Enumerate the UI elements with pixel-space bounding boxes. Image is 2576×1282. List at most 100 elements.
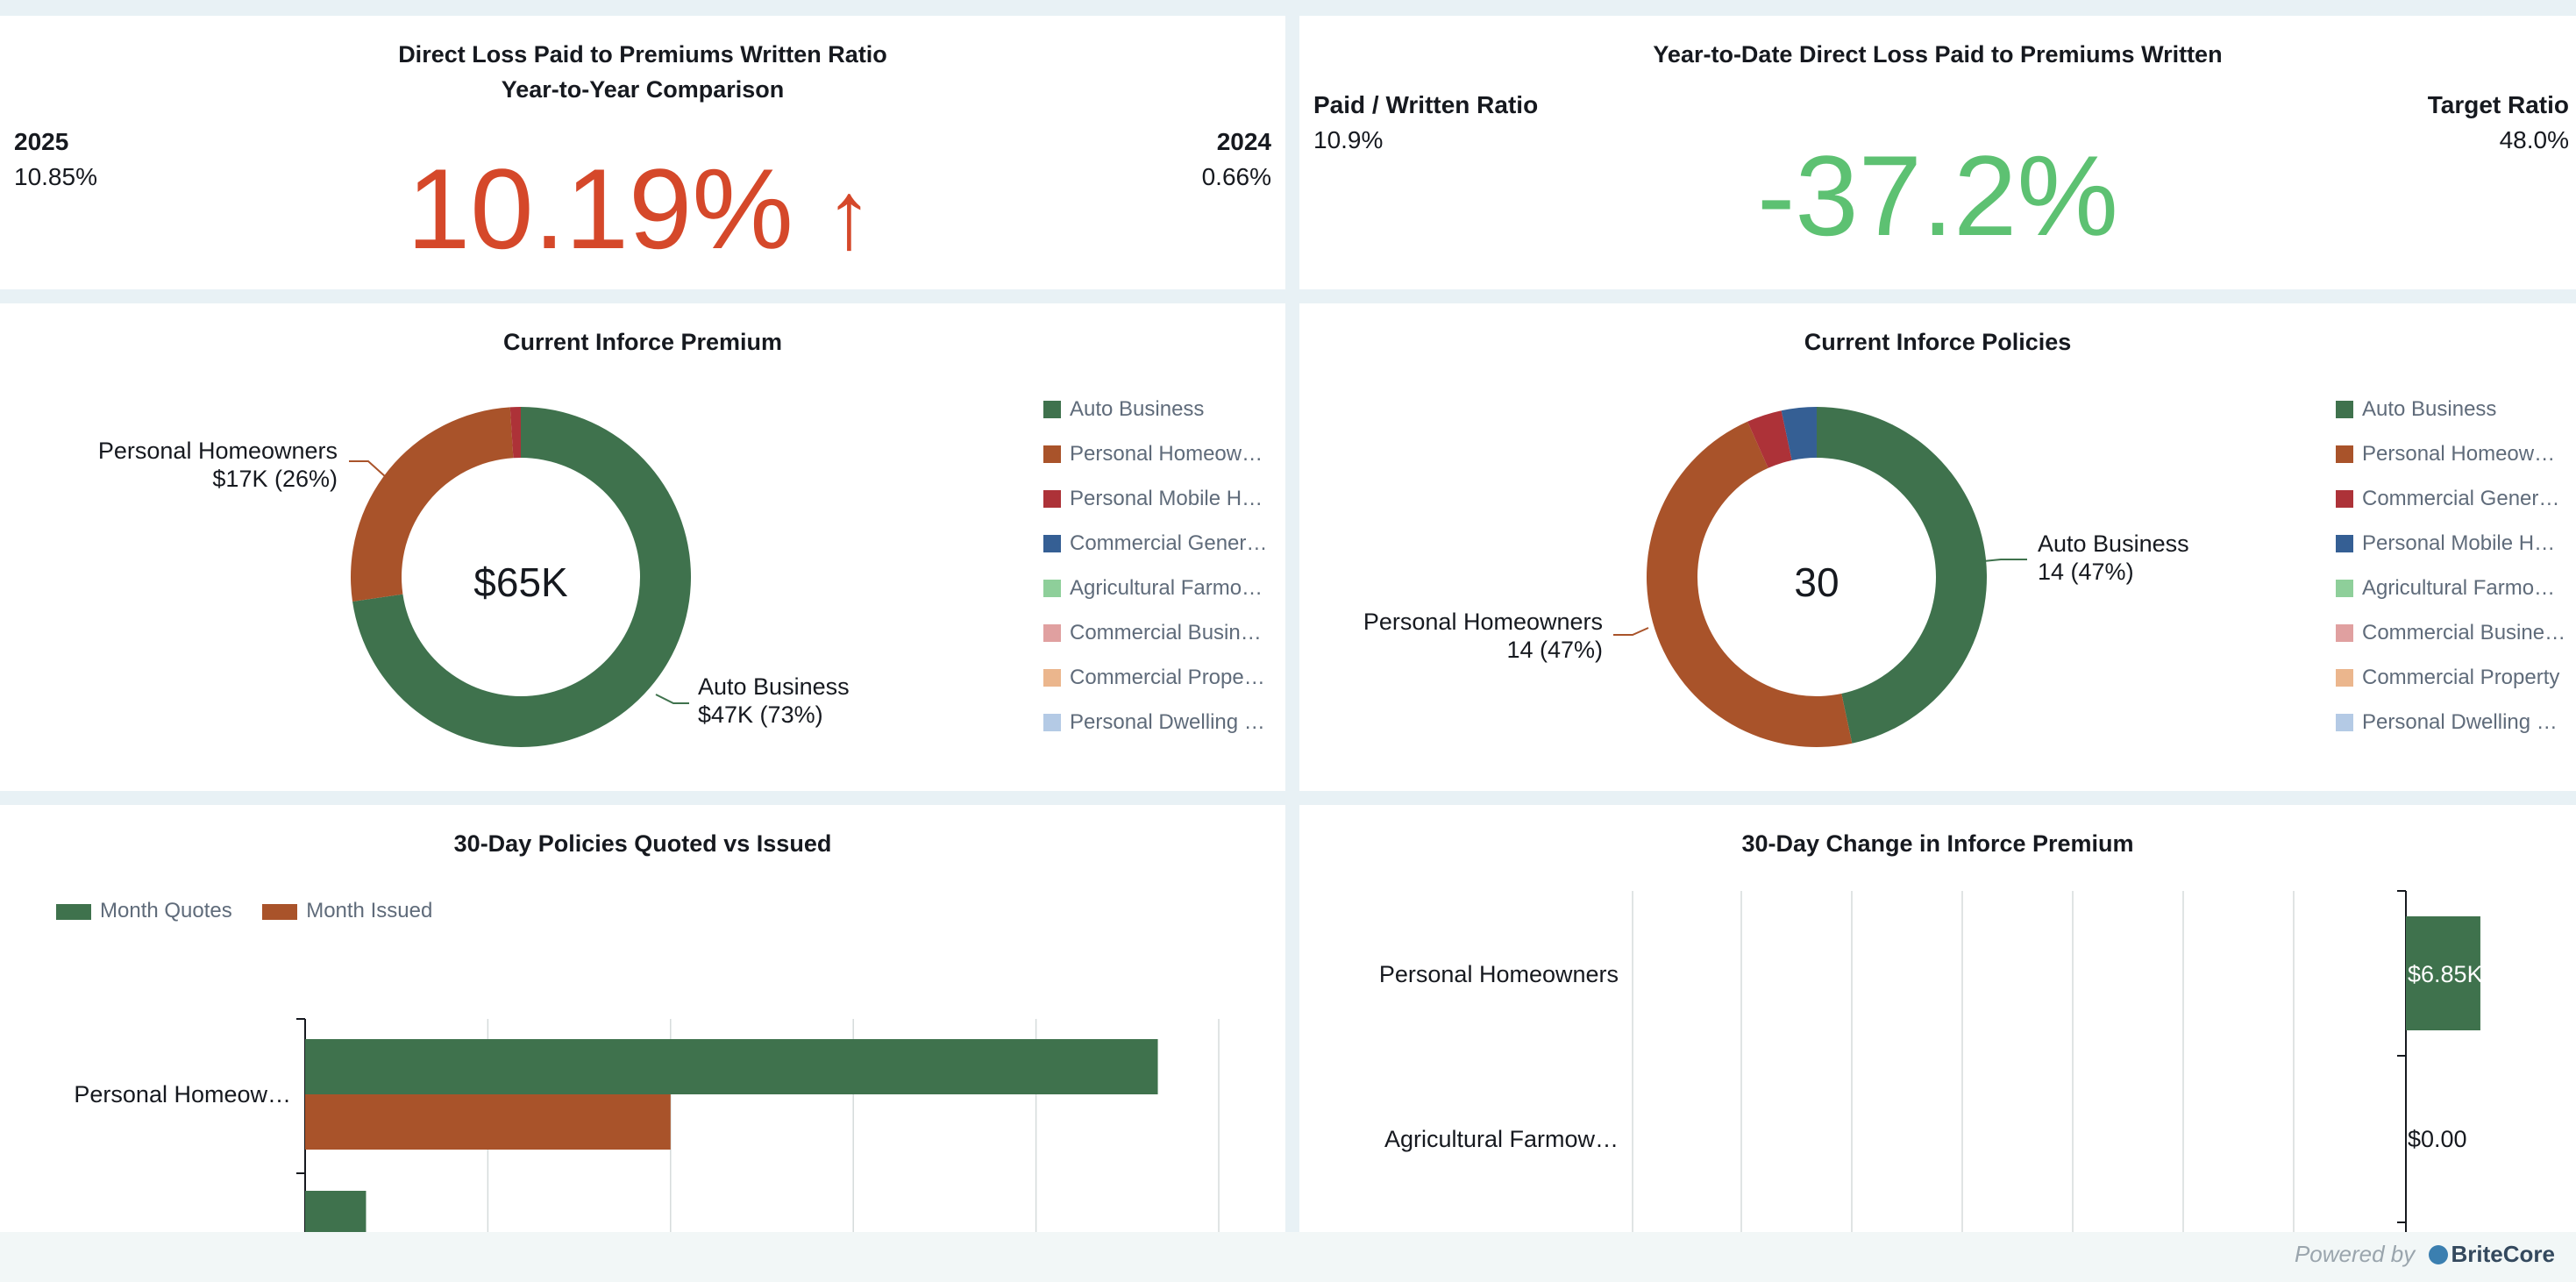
donut-panel-policies: Current Inforce Policies 30 Auto Busines… (1299, 303, 2576, 791)
panel-subtitle: Year-to-Year Comparison (501, 76, 785, 103)
donut-slice[interactable] (352, 407, 691, 747)
callout-line (349, 460, 387, 478)
legend-label: Personal Mobile H… (2362, 531, 2556, 555)
callout-value: $47K (73%) (698, 702, 823, 728)
callout-value: 14 (47%) (1506, 637, 1603, 663)
bar-chart: $6.85K Personal Homeowners $0.00 Agricultur… (1379, 890, 2483, 1232)
legend-item[interactable]: Agricultural Farmo… (1043, 573, 1273, 618)
legend-item[interactable]: Commercial Gener… (1043, 529, 1273, 573)
bar-month-issued[interactable] (305, 1094, 671, 1150)
panel-title: Current Inforce Policies (1804, 329, 2072, 355)
bar[interactable] (2406, 916, 2480, 1030)
legend-label: Personal Dwelling … (1070, 710, 1265, 734)
kpi-left-label: 2025 (14, 128, 69, 155)
kpi-value-text: 10.19% (406, 145, 793, 273)
arrow-up-icon: ↑ (825, 161, 874, 269)
legend-swatch (2336, 445, 2353, 463)
brand-name: BriteCore (2451, 1241, 2555, 1267)
brand-logo[interactable]: BriteCore (2428, 1241, 2555, 1267)
legend-label: Agricultural Farmo… (2362, 576, 2556, 600)
callout-value: $17K (26%) (212, 466, 338, 492)
legend-swatch (1043, 669, 1061, 687)
legend-swatch (1043, 580, 1061, 597)
chart-legend: Month Quotes Month Issued (56, 896, 432, 926)
legend-swatch (2336, 535, 2353, 552)
legend-label: Personal Homeow… (1070, 442, 1263, 466)
legend-item[interactable]: Personal Mobile H… (1043, 484, 1273, 529)
callout-label: Personal Homeowners (1363, 609, 1603, 635)
donut-slice[interactable] (1781, 407, 1817, 460)
donut-slice[interactable] (350, 407, 514, 602)
bar-month-quotes[interactable] (305, 1191, 366, 1232)
donut-chart: $65K Personal Homeowners $17K (26%) Auto… (98, 407, 850, 747)
kpi-right-value: 48.0% (2499, 126, 2569, 153)
bar-chart: Personal Homeow… (74, 1018, 1220, 1232)
legend-item[interactable]: Commercial Prope… (1043, 663, 1273, 708)
bar-month-quotes[interactable] (305, 1039, 1158, 1094)
legend-item[interactable]: Auto Business (1043, 395, 1273, 439)
legend-label: Commercial Gener… (2362, 487, 2560, 510)
powered-by: Powered by BriteCore (2295, 1241, 2555, 1268)
legend-label: Personal Mobile H… (1070, 487, 1263, 510)
donut-slice[interactable] (1817, 407, 1987, 744)
kpi-big-value: 10.19% ↑ (333, 152, 947, 273)
legend-swatch (2336, 401, 2353, 418)
panel-title: Direct Loss Paid to Premiums Written Rat… (398, 41, 887, 68)
category-label: Personal Homeow… (74, 1081, 291, 1108)
kpi-left-value: 10.9% (1313, 126, 1384, 153)
kpi-value-text: -37.2% (1757, 132, 2118, 260)
legend-label: Commercial Property (2362, 666, 2560, 689)
legend-swatch (2336, 669, 2353, 687)
legend-label: Month Issued (306, 899, 433, 922)
legend-label: Agricultural Farmo… (1070, 576, 1263, 600)
legend-item[interactable]: Month Quotes (56, 896, 232, 926)
legend-swatch (1043, 714, 1061, 731)
kpi-right-label: 2024 (1216, 128, 1271, 155)
kpi-panel-yoy: Direct Loss Paid to Premiums Written Rat… (0, 16, 1285, 289)
legend-item[interactable]: Commercial Busine… (2336, 618, 2567, 663)
legend-item[interactable]: Personal Dwelling … (2336, 708, 2567, 752)
legend-item[interactable]: Agricultural Farmo… (2336, 573, 2567, 618)
kpi-panel-ytd: Year-to-Date Direct Loss Paid to Premium… (1299, 16, 2576, 289)
legend-label: Month Quotes (100, 899, 232, 922)
callout-label: Auto Business (2038, 531, 2189, 557)
callout-line (1613, 627, 1649, 636)
footer-bar: Powered by BriteCore (0, 1232, 2576, 1282)
legend-swatch (56, 904, 91, 920)
legend-item[interactable]: Personal Homeow… (1043, 439, 1273, 484)
legend-item[interactable]: Auto Business (2336, 395, 2567, 439)
kpi-right-label: Target Ratio (2427, 91, 2569, 118)
kpi-left-label: Paid / Written Ratio (1313, 91, 1539, 118)
donut-slice[interactable] (1647, 421, 1853, 747)
kpi-right-value: 0.66% (1201, 163, 1271, 190)
donut-panel-premium: Current Inforce Premium $65K Personal Ho… (0, 303, 1285, 791)
donut-slice[interactable] (1747, 410, 1792, 468)
bar-panel-quoted-issued: 30-Day Policies Quoted vs Issued Month Q… (0, 805, 1285, 1232)
legend-label: Commercial Prope… (1070, 666, 1265, 689)
legend-item[interactable]: Personal Mobile H… (2336, 529, 2567, 573)
panel-title: Current Inforce Premium (502, 329, 783, 355)
legend-swatch (1043, 624, 1061, 642)
callout-line (655, 694, 689, 704)
legend-label: Commercial Gener… (1070, 531, 1268, 555)
legend-item[interactable]: Month Issued (262, 896, 432, 926)
legend-item[interactable]: Commercial Property (2336, 663, 2567, 708)
callout-label: Auto Business (698, 673, 850, 700)
panel-title: 30-Day Policies Quoted vs Issued (453, 830, 832, 857)
callout-label: Personal Homeowners (98, 438, 338, 464)
legend-label: Personal Dwelling … (2362, 710, 2558, 734)
legend-label: Personal Homeow… (2362, 442, 2556, 466)
panel-title: Year-to-Date Direct Loss Paid to Premium… (1653, 41, 2223, 68)
panel-title: 30-Day Change in Inforce Premium (1741, 830, 2134, 857)
category-label: Agricultural Farmow… (1384, 1126, 1619, 1152)
legend-item[interactable]: Commercial Busin… (1043, 618, 1273, 663)
legend-label: Commercial Busin… (1070, 621, 1262, 645)
donut-slice[interactable] (509, 407, 521, 459)
donut-chart: 30 Auto Business 14 (47%) Personal Homeo… (1363, 407, 2189, 747)
bar-panel-premium-change: 30-Day Change in Inforce Premium $6.85K P… (1299, 805, 2576, 1232)
britecore-icon (2428, 1245, 2448, 1264)
legend-item[interactable]: Commercial Gener… (2336, 484, 2567, 529)
legend-item[interactable]: Personal Dwelling … (1043, 708, 1273, 752)
legend-item[interactable]: Personal Homeow… (2336, 439, 2567, 484)
callout-value: 14 (47%) (2038, 559, 2134, 585)
